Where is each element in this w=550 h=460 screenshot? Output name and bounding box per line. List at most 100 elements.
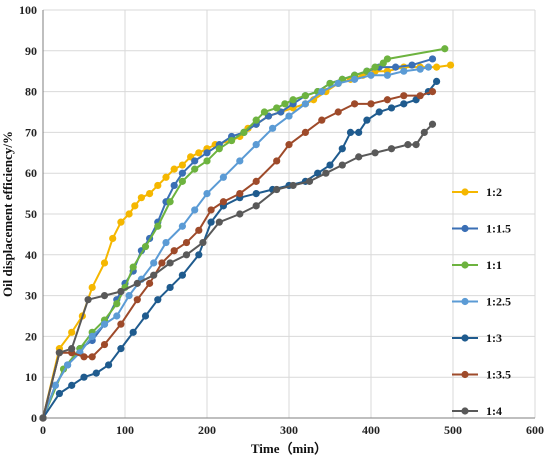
data-point bbox=[289, 181, 297, 190]
data-point bbox=[400, 100, 408, 108]
data-point bbox=[178, 161, 186, 169]
series-line bbox=[42, 66, 429, 419]
data-point bbox=[387, 104, 396, 112]
data-point bbox=[170, 165, 178, 173]
data-point bbox=[141, 243, 150, 251]
data-point bbox=[367, 100, 375, 108]
legend-item: 1:2.5 bbox=[452, 295, 511, 309]
data-point bbox=[301, 100, 309, 108]
data-point bbox=[305, 177, 314, 185]
data-point bbox=[51, 381, 59, 389]
data-point bbox=[400, 92, 408, 100]
data-point bbox=[105, 361, 113, 369]
data-point bbox=[240, 128, 248, 136]
data-point bbox=[334, 79, 342, 88]
data-point bbox=[322, 169, 330, 177]
data-point bbox=[334, 108, 342, 116]
data-point bbox=[273, 104, 281, 112]
data-point bbox=[150, 259, 158, 267]
data-point bbox=[215, 218, 223, 226]
data-point bbox=[314, 169, 322, 177]
x-tick-label: 200 bbox=[198, 423, 216, 437]
legend-label: 1:1.5 bbox=[486, 222, 511, 236]
data-point bbox=[125, 210, 133, 218]
legend-label: 1:2 bbox=[486, 185, 502, 199]
data-point bbox=[392, 63, 400, 71]
data-point bbox=[55, 349, 64, 357]
data-point bbox=[109, 234, 117, 243]
x-tick-label: 400 bbox=[362, 423, 380, 437]
data-point bbox=[301, 92, 309, 100]
data-point bbox=[355, 128, 363, 136]
legend-item: 1:1.5 bbox=[452, 222, 511, 236]
data-point bbox=[154, 222, 162, 230]
x-axis-title: Time（min） bbox=[251, 441, 327, 456]
legend-label: 1:2.5 bbox=[486, 295, 511, 309]
data-point bbox=[137, 194, 145, 202]
y-tick-label: 50 bbox=[25, 207, 37, 221]
data-point bbox=[219, 173, 227, 181]
data-point bbox=[416, 65, 424, 73]
data-point bbox=[178, 177, 186, 185]
data-point bbox=[273, 157, 281, 165]
y-tick-label: 100 bbox=[19, 3, 37, 17]
y-tick-label: 60 bbox=[25, 166, 37, 180]
data-point bbox=[424, 63, 432, 71]
data-point bbox=[387, 145, 396, 153]
data-point bbox=[182, 251, 191, 259]
data-point bbox=[260, 108, 268, 116]
data-point bbox=[363, 116, 371, 124]
data-point bbox=[158, 259, 166, 267]
data-point bbox=[252, 202, 260, 210]
data-point bbox=[428, 88, 437, 96]
data-point bbox=[129, 263, 137, 271]
data-point bbox=[68, 328, 76, 336]
data-point bbox=[39, 414, 47, 422]
data-point bbox=[133, 279, 141, 287]
data-point bbox=[64, 361, 72, 369]
data-point bbox=[55, 389, 64, 398]
data-point bbox=[346, 128, 355, 136]
data-point bbox=[150, 271, 158, 279]
x-tick-label: 100 bbox=[116, 423, 134, 437]
data-point bbox=[195, 226, 203, 234]
data-point bbox=[146, 190, 154, 198]
data-point bbox=[178, 222, 186, 230]
data-point bbox=[146, 279, 154, 287]
data-point bbox=[117, 345, 125, 353]
data-point bbox=[166, 259, 174, 267]
data-point bbox=[207, 206, 215, 214]
data-point bbox=[129, 328, 137, 336]
x-tick-label: 0 bbox=[40, 423, 46, 437]
data-point bbox=[191, 206, 199, 214]
data-point bbox=[170, 181, 178, 190]
y-axis-title: Oil displacement efficiency/% bbox=[0, 131, 15, 297]
legend-item: 1:3.5 bbox=[452, 368, 511, 382]
data-point bbox=[433, 77, 441, 85]
data-point bbox=[383, 96, 391, 104]
data-point bbox=[100, 259, 109, 267]
data-point bbox=[326, 79, 334, 88]
data-point bbox=[162, 238, 170, 247]
data-point bbox=[383, 55, 391, 63]
legend-item: 1:2 bbox=[452, 185, 502, 199]
series-group bbox=[39, 45, 455, 422]
legend-swatch-marker bbox=[461, 188, 469, 196]
data-point bbox=[428, 120, 437, 128]
data-point bbox=[199, 238, 207, 247]
x-tick-label: 300 bbox=[280, 423, 298, 437]
legend-item: 1:4 bbox=[452, 404, 502, 418]
data-point bbox=[318, 116, 326, 124]
data-point bbox=[420, 128, 428, 136]
legend-label: 1:4 bbox=[486, 404, 502, 418]
data-point bbox=[252, 177, 260, 185]
data-point bbox=[203, 149, 211, 157]
data-point bbox=[371, 63, 379, 71]
data-point bbox=[351, 75, 359, 83]
legend-swatch-marker bbox=[461, 297, 469, 306]
y-tick-label: 0 bbox=[31, 411, 37, 425]
data-point bbox=[252, 190, 260, 198]
data-point bbox=[166, 283, 174, 292]
